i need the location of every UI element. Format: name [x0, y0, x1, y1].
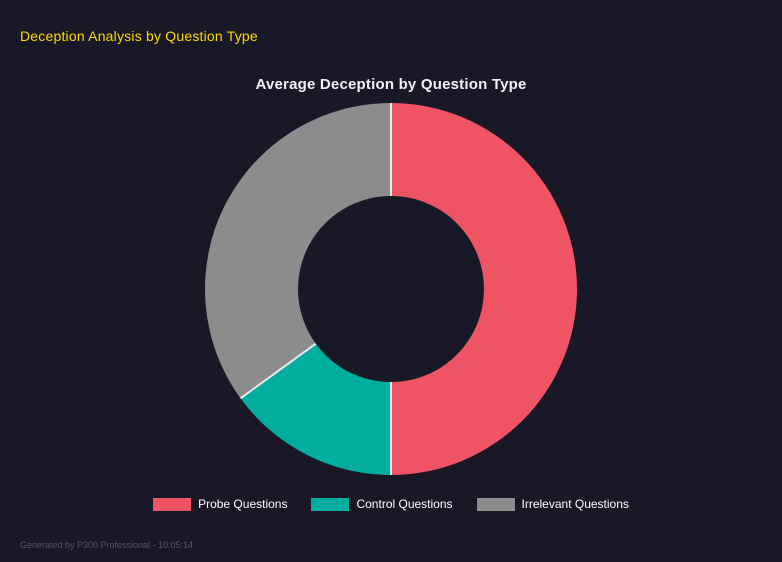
donut-chart-area: [203, 101, 579, 477]
chart-legend: Probe Questions Control Questions Irreleva…: [0, 497, 782, 511]
legend-item[interactable]: Irrelevant Questions: [476, 497, 629, 511]
segment-border: [239, 342, 317, 400]
legend-item[interactable]: Probe Questions: [153, 497, 287, 511]
donut-chart[interactable]: [203, 101, 579, 477]
legend-label: Control Questions: [356, 497, 453, 511]
legend-swatch: [311, 497, 350, 511]
legend-swatch: [476, 497, 515, 511]
legend-swatch: [153, 497, 192, 511]
donut-segment-3[interactable]: [204, 102, 391, 399]
donut-segment-1[interactable]: [391, 103, 577, 475]
donut-segment-2[interactable]: [240, 343, 391, 475]
footer-note: Generated by P300 Professional - 10:05:1…: [20, 540, 194, 550]
legend-label: Irrelevant Questions: [521, 497, 629, 511]
legend-item[interactable]: Control Questions: [311, 497, 453, 511]
page-title: Deception Analysis by Question Type: [20, 28, 258, 44]
legend-label: Probe Questions: [198, 497, 288, 511]
chart-title: Average Deception by Question Type: [255, 76, 527, 93]
